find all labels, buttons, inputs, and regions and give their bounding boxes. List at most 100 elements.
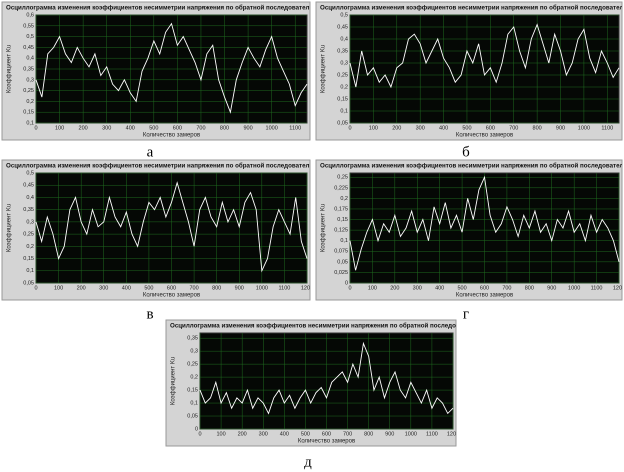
y-tick-label: 0,1 bbox=[340, 238, 348, 244]
y-tick-label: 0,25 bbox=[187, 362, 198, 368]
y-tick-label: 0,05 bbox=[337, 120, 348, 126]
x-tick-label: 400 bbox=[122, 285, 131, 291]
x-tick-label: 400 bbox=[439, 125, 448, 131]
y-axis-label: Коэффициент Ku bbox=[171, 357, 177, 405]
y-tick-label: 0,2 bbox=[26, 244, 34, 250]
x-tick-label: 600 bbox=[480, 285, 489, 291]
y-tick-label: 0,25 bbox=[337, 175, 348, 181]
y-tick-label: 0,45 bbox=[337, 24, 348, 30]
x-tick-label: 200 bbox=[77, 285, 86, 291]
y-tick-label: 0,4 bbox=[340, 36, 348, 42]
y-tick-label: 0,35 bbox=[23, 66, 34, 72]
panel-label: в bbox=[146, 306, 153, 322]
signal-line bbox=[199, 341, 454, 415]
y-tick-label: 0,225 bbox=[334, 185, 348, 191]
x-tick-label: 1100 bbox=[591, 285, 603, 291]
x-tick-label: 1000 bbox=[405, 431, 417, 437]
x-tick-label: 200 bbox=[79, 125, 88, 131]
signal-line bbox=[35, 22, 308, 114]
x-tick-label: 300 bbox=[99, 285, 108, 291]
y-tick-label: 0,3 bbox=[26, 77, 34, 83]
y-axis-label: Коэффициент Ku bbox=[7, 204, 13, 252]
y-tick-label: 0,2 bbox=[26, 99, 34, 105]
y-tick-label: 0,3 bbox=[26, 219, 34, 225]
panel: Осциллограмма изменения коэффициентов не… bbox=[165, 319, 495, 470]
y-tick-label: 0,35 bbox=[187, 336, 198, 342]
y-tick-label: 0,1 bbox=[340, 108, 348, 114]
y-tick-label: 0,45 bbox=[23, 45, 34, 51]
x-tick-label: 400 bbox=[126, 125, 135, 131]
y-tick-label: 0,25 bbox=[23, 232, 34, 238]
y-tick-label: 0,2 bbox=[340, 84, 348, 90]
y-tick-label: 0,3 bbox=[340, 60, 348, 66]
y-tick-label: 0,05 bbox=[187, 413, 198, 419]
x-axis-label: Количество замеров bbox=[143, 133, 200, 139]
y-tick-label: 0,15 bbox=[337, 217, 348, 223]
y-tick-label: 0,25 bbox=[337, 72, 348, 78]
y-tick-label: 0,35 bbox=[337, 48, 348, 54]
y-tick-label: 0 bbox=[345, 280, 348, 286]
x-tick-label: 1000 bbox=[578, 125, 590, 131]
signal-line bbox=[35, 181, 308, 273]
x-tick-label: 0 bbox=[198, 431, 201, 437]
x-tick-label: 200 bbox=[390, 285, 399, 291]
y-tick-label: 0,2 bbox=[340, 196, 348, 202]
y-tick-label: 0,25 bbox=[23, 88, 34, 94]
x-tick-label: 300 bbox=[259, 431, 268, 437]
x-tick-label: 800 bbox=[220, 125, 229, 131]
x-axis-label: Количество замеров bbox=[456, 133, 513, 139]
x-tick-label: 1000 bbox=[256, 285, 268, 291]
x-tick-label: 0 bbox=[348, 285, 351, 291]
x-tick-label: 600 bbox=[167, 285, 176, 291]
x-tick-label: 500 bbox=[462, 125, 471, 131]
y-tick-label: 0,1 bbox=[190, 401, 198, 407]
x-axis-label: Количество замеров bbox=[143, 293, 200, 299]
y-tick-label: 0,35 bbox=[23, 207, 34, 213]
x-tick-label: 300 bbox=[413, 285, 422, 291]
y-axis-label: Коэффициент Ku bbox=[321, 204, 327, 252]
y-tick-label: 0,15 bbox=[23, 110, 34, 116]
y-tick-label: 0,15 bbox=[337, 96, 348, 102]
y-tick-label: 0,1 bbox=[26, 120, 34, 126]
y-tick-label: 0,5 bbox=[340, 12, 348, 18]
x-tick-label: 100 bbox=[216, 431, 225, 437]
x-tick-label: 100 bbox=[54, 285, 63, 291]
x-tick-label: 900 bbox=[243, 125, 252, 131]
y-tick-label: 0,5 bbox=[26, 170, 34, 176]
x-tick-label: 500 bbox=[457, 285, 466, 291]
y-tick-label: 0,075 bbox=[334, 249, 348, 255]
y-tick-label: 0,025 bbox=[334, 270, 348, 276]
x-tick-label: 1100 bbox=[601, 125, 613, 131]
y-tick-label: 0,45 bbox=[23, 183, 34, 189]
x-tick-label: 900 bbox=[556, 125, 565, 131]
y-tick-label: 0,55 bbox=[23, 23, 34, 29]
panel: Осциллограмма изменения коэффициентов не… bbox=[1, 159, 331, 322]
panel-title: Осциллограмма изменения коэффициентов не… bbox=[170, 323, 495, 330]
x-tick-label: 0 bbox=[34, 285, 37, 291]
x-axis-label: Количество замеров bbox=[456, 293, 513, 299]
x-tick-label: 200 bbox=[238, 431, 247, 437]
panel-title: Осциллограмма изменения коэффициентов не… bbox=[6, 163, 331, 170]
x-tick-label: 100 bbox=[55, 125, 64, 131]
x-tick-label: 500 bbox=[149, 125, 158, 131]
y-tick-label: 0,2 bbox=[190, 375, 198, 381]
x-tick-label: 0 bbox=[348, 125, 351, 131]
y-tick-label: 0,05 bbox=[337, 259, 348, 265]
x-tick-label: 700 bbox=[502, 285, 511, 291]
x-tick-label: 1200 bbox=[301, 285, 313, 291]
x-tick-label: 0 bbox=[34, 125, 37, 131]
panel-label: а bbox=[147, 144, 154, 160]
x-tick-label: 1000 bbox=[568, 285, 580, 291]
x-tick-label: 700 bbox=[189, 285, 198, 291]
y-tick-label: 0,15 bbox=[23, 256, 34, 262]
plot-area bbox=[349, 14, 620, 124]
signal-line bbox=[349, 23, 620, 89]
x-tick-label: 500 bbox=[144, 285, 153, 291]
x-tick-label: 800 bbox=[212, 285, 221, 291]
panel: Осциллограмма изменения коэффициентов не… bbox=[1, 1, 311, 160]
x-tick-label: 1200 bbox=[613, 285, 624, 291]
x-tick-label: 200 bbox=[392, 125, 401, 131]
y-tick-label: 0,4 bbox=[26, 195, 34, 201]
x-tick-label: 600 bbox=[486, 125, 495, 131]
panel-label: д bbox=[304, 454, 312, 470]
